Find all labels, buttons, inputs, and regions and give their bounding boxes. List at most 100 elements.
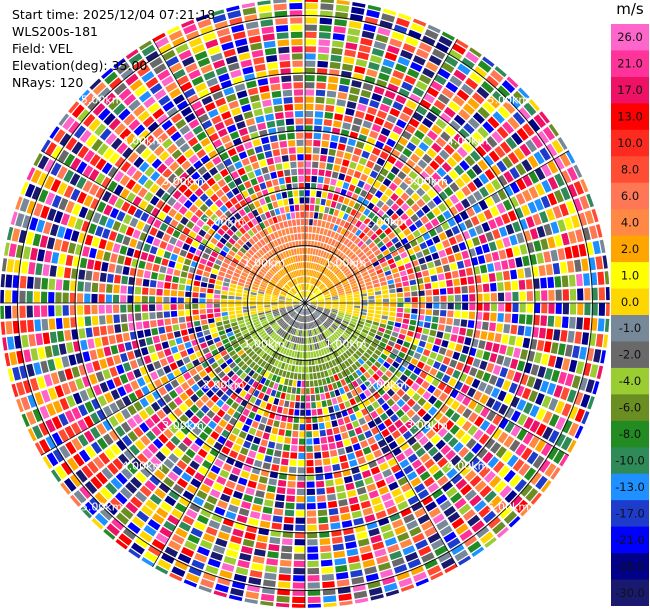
velocity-gate xyxy=(437,179,448,190)
velocity-gate xyxy=(34,277,41,290)
velocity-gate xyxy=(182,490,194,501)
velocity-gate xyxy=(509,439,521,452)
velocity-gate xyxy=(355,110,365,119)
velocity-gate xyxy=(178,310,185,317)
velocity-gate xyxy=(483,293,490,302)
velocity-gate xyxy=(385,218,394,226)
velocity-gate xyxy=(290,311,296,317)
velocity-gate xyxy=(307,284,310,291)
velocity-gate xyxy=(375,510,387,520)
velocity-gate xyxy=(102,369,112,380)
velocity-gate xyxy=(260,136,270,145)
velocity-gate xyxy=(271,90,282,98)
velocity-gate xyxy=(57,149,70,164)
velocity-gate xyxy=(26,305,33,318)
velocity-gate xyxy=(206,339,215,346)
velocity-gate xyxy=(397,303,404,308)
velocity-gate xyxy=(501,260,509,270)
velocity-gate xyxy=(371,245,379,253)
velocity-gate xyxy=(189,204,198,214)
velocity-gate xyxy=(478,173,490,185)
velocity-gate xyxy=(537,130,550,145)
velocity-gate xyxy=(381,402,390,411)
velocity-gate xyxy=(115,398,126,410)
velocity-gate xyxy=(185,362,194,371)
velocity-gate xyxy=(122,332,131,342)
velocity-gate xyxy=(423,321,431,329)
velocity-gate xyxy=(478,199,489,211)
velocity-gate xyxy=(68,120,81,135)
velocity-gate xyxy=(299,322,302,330)
velocity-gate xyxy=(422,270,430,277)
velocity-gate xyxy=(519,373,529,386)
velocity-gate xyxy=(180,106,193,117)
velocity-gate xyxy=(157,350,165,359)
velocity-gate xyxy=(595,256,604,270)
velocity-gate xyxy=(112,458,124,471)
velocity-gate xyxy=(170,379,180,388)
velocity-gate xyxy=(286,298,293,301)
velocity-gate xyxy=(310,337,314,344)
velocity-gate xyxy=(379,245,388,252)
velocity-gate xyxy=(540,238,549,251)
velocity-gate xyxy=(232,76,244,86)
velocity-gate xyxy=(69,173,81,186)
velocity-gate xyxy=(338,211,345,219)
velocity-gate xyxy=(480,406,490,418)
velocity-gate xyxy=(256,175,265,184)
velocity-gate xyxy=(120,487,133,500)
velocity-gate xyxy=(443,505,456,518)
velocity-gate xyxy=(328,272,334,279)
velocity-gate xyxy=(35,263,43,276)
velocity-gate xyxy=(418,545,432,557)
velocity-gate xyxy=(153,63,167,75)
velocity-gate xyxy=(336,315,344,320)
velocity-gate xyxy=(266,120,276,129)
velocity-gate xyxy=(180,425,191,435)
velocity-gate xyxy=(247,480,257,489)
velocity-gate xyxy=(376,157,386,167)
velocity-gate xyxy=(497,174,508,187)
velocity-gate xyxy=(195,177,205,187)
velocity-gate xyxy=(299,276,302,284)
velocity-gate xyxy=(229,283,237,289)
velocity-gate xyxy=(326,338,332,345)
velocity-gate xyxy=(335,318,342,324)
velocity-gate xyxy=(231,234,240,242)
velocity-gate xyxy=(225,549,239,558)
velocity-gate xyxy=(305,118,313,125)
velocity-gate xyxy=(270,322,277,327)
velocity-gate xyxy=(70,422,82,435)
velocity-gate xyxy=(314,111,324,118)
velocity-gate xyxy=(515,192,526,205)
velocity-gate xyxy=(267,356,274,364)
velocity-gate xyxy=(45,192,56,206)
velocity-gate xyxy=(368,490,379,499)
velocity-gate xyxy=(377,387,386,396)
velocity-gate xyxy=(471,442,483,454)
velocity-gate xyxy=(412,532,425,544)
velocity-gate xyxy=(82,165,94,178)
velocity-gate xyxy=(467,97,480,110)
velocity-gate xyxy=(34,319,42,332)
velocity-gate xyxy=(484,437,496,450)
velocity-gate xyxy=(564,344,573,357)
velocity-gate xyxy=(89,349,98,361)
velocity-gate xyxy=(445,366,455,376)
velocity-gate xyxy=(557,371,567,385)
velocity-gate xyxy=(364,476,374,486)
velocity-gate xyxy=(257,307,264,311)
velocity-gate xyxy=(244,265,252,272)
velocity-gate xyxy=(77,418,88,432)
velocity-gate xyxy=(283,523,294,531)
velocity-gate xyxy=(215,537,228,548)
velocity-gate xyxy=(482,351,491,361)
velocity-gate xyxy=(444,125,456,137)
velocity-gate xyxy=(10,211,18,226)
velocity-gate xyxy=(157,69,171,81)
velocity-gate xyxy=(221,290,228,295)
velocity-gate xyxy=(178,284,186,291)
velocity-gate xyxy=(282,451,290,459)
velocity-gate xyxy=(172,465,183,476)
velocity-gate xyxy=(192,292,199,298)
